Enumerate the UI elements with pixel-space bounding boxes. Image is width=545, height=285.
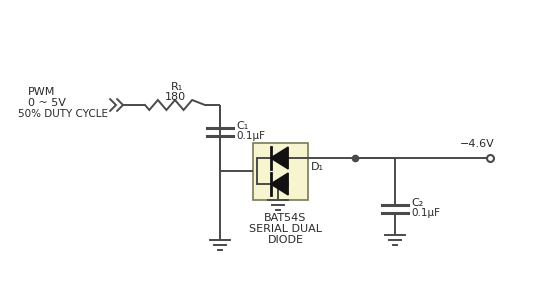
Text: C₂: C₂: [411, 198, 423, 208]
Text: R₁: R₁: [171, 82, 183, 92]
Text: −4.6V: −4.6V: [460, 139, 495, 149]
Text: 180: 180: [165, 92, 185, 102]
Text: C₁: C₁: [236, 121, 249, 131]
Bar: [253, 143, 308, 200]
Text: D₁: D₁: [311, 162, 324, 172]
Polygon shape: [271, 147, 288, 169]
Polygon shape: [271, 173, 288, 195]
Text: PWM: PWM: [28, 87, 56, 97]
Text: 0 ~ 5V: 0 ~ 5V: [28, 98, 66, 108]
Text: SERIAL DUAL: SERIAL DUAL: [249, 224, 322, 234]
Text: BAT54S: BAT54S: [264, 213, 307, 223]
Text: 0.1μF: 0.1μF: [236, 131, 265, 141]
Text: 50% DUTY CYCLE: 50% DUTY CYCLE: [18, 109, 108, 119]
Text: DIODE: DIODE: [268, 235, 304, 245]
Text: 0.1μF: 0.1μF: [411, 208, 440, 218]
